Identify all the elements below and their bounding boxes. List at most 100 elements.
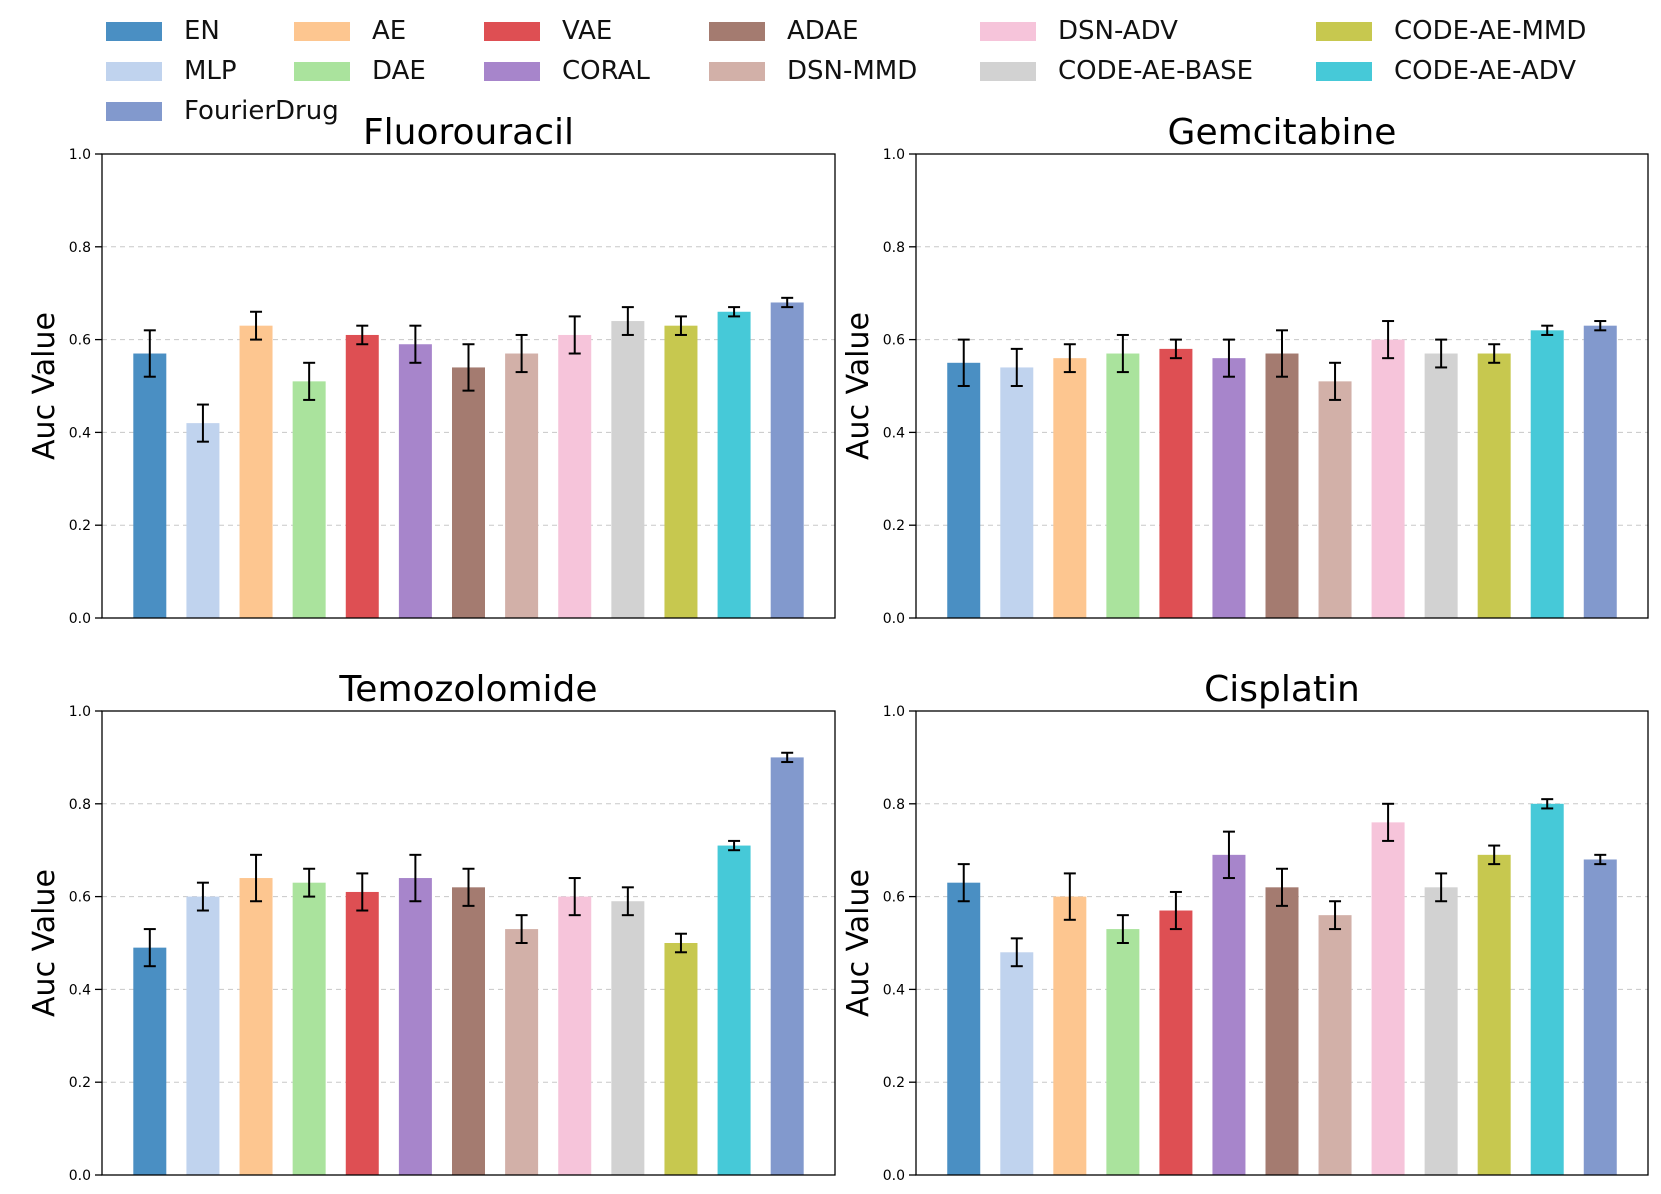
legend-label: VAE — [562, 16, 613, 46]
bar — [1583, 325, 1617, 618]
bar — [292, 882, 326, 1175]
y-tick-label: 0.6 — [69, 890, 91, 906]
legend-label: MLP — [184, 56, 237, 86]
bar — [947, 882, 981, 1175]
y-tick-label: 1.0 — [69, 704, 91, 720]
bar — [505, 353, 539, 618]
legend-label: AE — [372, 16, 407, 46]
legend-item: CORAL — [484, 56, 650, 86]
y-axis-label: Auc Value — [27, 312, 62, 460]
legend-swatch — [709, 61, 765, 81]
legend-item: AE — [294, 16, 406, 46]
chart-panel: 0.0 0.2 0.4 0.6 0.8 1.0 Temozolomide Auc Value — [27, 669, 836, 1184]
legend-swatch — [106, 61, 162, 81]
y-axis-label: Auc Value — [841, 312, 876, 460]
legend-swatch — [1316, 21, 1372, 41]
legend-swatch — [980, 21, 1036, 41]
y-tick-label: 0.6 — [69, 333, 91, 349]
legend-label: FourierDrug — [184, 96, 339, 126]
bar — [1530, 803, 1564, 1175]
legend-swatch — [484, 21, 540, 41]
legend-swatch — [980, 61, 1036, 81]
legend-label: ADAE — [787, 16, 859, 46]
y-tick-label: 1.0 — [883, 704, 905, 720]
bar — [1424, 353, 1458, 618]
y-tick-label: 0.6 — [883, 333, 905, 349]
y-tick-label: 0.6 — [883, 890, 905, 906]
bar — [770, 757, 804, 1175]
chart-panel: 0.0 0.2 0.4 0.6 0.8 1.0 Gemcitabine Auc Value — [841, 112, 1649, 627]
y-tick-label: 0.4 — [69, 425, 91, 441]
y-tick-label: 0.8 — [69, 240, 91, 256]
legend-item: FourierDrug — [106, 96, 339, 126]
chart-title: Fluorouracil — [363, 112, 574, 153]
bar — [611, 901, 645, 1175]
y-tick-label: 0.4 — [883, 425, 905, 441]
bar — [1265, 353, 1299, 618]
bar — [505, 929, 539, 1175]
y-tick-label: 0.2 — [883, 518, 905, 534]
chart-title: Gemcitabine — [1168, 112, 1397, 153]
chart-title: Cisplatin — [1204, 669, 1360, 710]
legend-label: DSN-MMD — [787, 56, 918, 86]
bar — [186, 896, 220, 1175]
bar — [1159, 910, 1193, 1175]
bar — [452, 887, 485, 1175]
legend-label: DAE — [372, 56, 426, 86]
y-tick-label: 0.4 — [883, 982, 905, 998]
legend-item: MLP — [106, 56, 237, 86]
bar — [345, 334, 379, 618]
y-tick-label: 0.0 — [69, 1168, 91, 1184]
y-axis-label: Auc Value — [27, 869, 62, 1017]
chart-legend: EN MLP AE DAE VAE CORAL ADAE DSN-MMD DSN-ADV CODE… — [0, 0, 1661, 130]
legend-label: CODE-AE-ADV — [1394, 56, 1577, 86]
bar — [664, 943, 698, 1175]
plot-frame — [915, 153, 1649, 619]
bar — [717, 311, 751, 618]
bar — [292, 381, 326, 618]
legend-label: CODE-AE-BASE — [1058, 56, 1254, 86]
bar — [452, 367, 485, 618]
y-tick-label: 0.0 — [69, 611, 91, 627]
legend-item: DAE — [294, 56, 426, 86]
bar — [1318, 915, 1352, 1175]
legend-label: EN — [184, 16, 220, 46]
bar — [664, 325, 698, 618]
bar — [1053, 358, 1087, 618]
legend-label: DSN-ADV — [1058, 16, 1178, 46]
chart-panel: 0.0 0.2 0.4 0.6 0.8 1.0 Fluorouracil Auc Value — [27, 112, 836, 627]
legend-item: CODE-AE-BASE — [980, 56, 1253, 86]
bar — [133, 353, 167, 618]
y-tick-label: 0.2 — [69, 518, 91, 534]
bar — [558, 896, 592, 1175]
bar — [398, 344, 432, 618]
legend-item: EN — [106, 16, 220, 46]
legend-swatch — [106, 21, 162, 41]
bar — [1053, 896, 1087, 1175]
legend-label: CORAL — [562, 56, 650, 86]
bar — [1159, 348, 1193, 618]
y-tick-label: 0.2 — [69, 1075, 91, 1091]
legend-swatch — [484, 61, 540, 81]
plot-frame — [101, 153, 836, 619]
bar — [1212, 854, 1246, 1175]
chart-title: Temozolomide — [338, 669, 597, 710]
y-tick-label: 1.0 — [883, 147, 905, 163]
legend-item: VAE — [484, 16, 612, 46]
legend-swatch — [294, 61, 350, 81]
bar — [558, 334, 592, 618]
bar — [717, 845, 751, 1175]
legend-swatch — [1316, 61, 1372, 81]
bar — [611, 321, 645, 618]
legend-swatch — [106, 101, 162, 121]
bar — [398, 878, 432, 1175]
plot-frame — [101, 710, 836, 1176]
bar — [239, 325, 273, 618]
bar — [1106, 929, 1140, 1175]
bar — [1477, 353, 1511, 618]
bar — [1530, 330, 1564, 618]
bar — [1424, 887, 1458, 1175]
legend-item: CODE-AE-ADV — [1316, 56, 1576, 86]
y-tick-label: 0.8 — [883, 797, 905, 813]
